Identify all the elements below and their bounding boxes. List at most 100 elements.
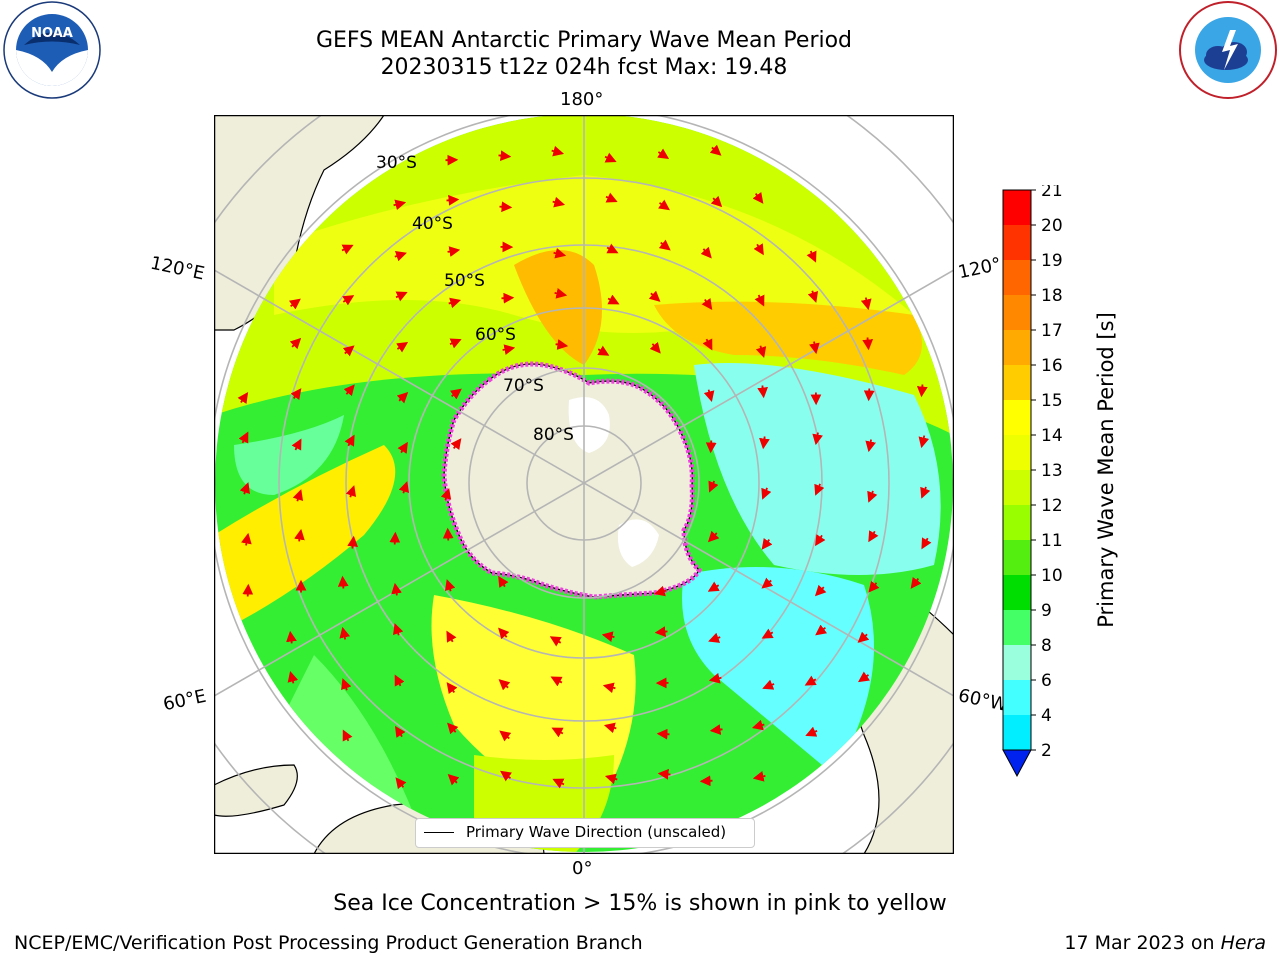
colorbar-segment bbox=[1003, 225, 1031, 261]
footer-credit: NCEP/EMC/Verification Post Processing Pr… bbox=[14, 932, 643, 954]
wave-direction-arrow bbox=[448, 297, 462, 309]
wave-direction-arrow bbox=[339, 626, 351, 640]
colorbar-tick-label: 4 bbox=[1041, 706, 1052, 726]
wave-direction-arrow bbox=[444, 579, 456, 592]
wave-direction-arrow bbox=[709, 724, 723, 735]
svg-text:NOAA: NOAA bbox=[31, 26, 73, 41]
wave-direction-arrow bbox=[603, 722, 617, 734]
wave-direction-arrow bbox=[865, 439, 876, 453]
wave-direction-arrow bbox=[552, 778, 565, 789]
wave-direction-arrow bbox=[658, 199, 670, 211]
wave-direction-arrow bbox=[607, 294, 620, 305]
colorbar-segment bbox=[1003, 400, 1031, 436]
colorbar-tick-label: 9 bbox=[1041, 601, 1052, 621]
wave-direction-arrow bbox=[553, 247, 567, 259]
wave-direction-arrow bbox=[597, 345, 610, 356]
wave-direction-arrow bbox=[653, 585, 667, 597]
colorbar-segment bbox=[1003, 470, 1031, 506]
wave-direction-arrow bbox=[703, 389, 715, 403]
wave-direction-arrow bbox=[654, 626, 668, 637]
colorbar-tick-label: 19 bbox=[1041, 251, 1063, 271]
wave-direction-arrow bbox=[754, 294, 765, 307]
wave-direction-arrow bbox=[868, 530, 879, 543]
wave-direction-arrow bbox=[345, 485, 357, 498]
land-madagascar bbox=[214, 764, 298, 817]
wave-direction-arrow bbox=[449, 338, 462, 349]
wave-direction-arrow bbox=[804, 675, 817, 686]
colorbar-tick-label: 2 bbox=[1041, 741, 1052, 761]
wave-direction-arrow bbox=[709, 144, 722, 156]
lon-label-180: 180° bbox=[560, 89, 604, 110]
wave-direction-arrow bbox=[656, 728, 670, 740]
wave-direction-arrow bbox=[761, 577, 774, 589]
wave-direction-arrow bbox=[550, 676, 563, 687]
wave-direction-arrow bbox=[867, 490, 878, 503]
colorbar-tick-label: 20 bbox=[1041, 216, 1063, 236]
wave-direction-arrow bbox=[395, 725, 406, 738]
wave-direction-arrow bbox=[498, 150, 512, 161]
wave-direction-arrow bbox=[858, 671, 870, 683]
wave-direction-arrow bbox=[500, 770, 512, 782]
wave-direction-arrow bbox=[701, 298, 713, 310]
wave-direction-arrow bbox=[605, 192, 618, 203]
footer-date-text: 17 Mar 2023 on bbox=[1064, 932, 1221, 954]
wave-direction-arrow bbox=[604, 773, 618, 785]
wave-direction-arrow bbox=[649, 341, 661, 354]
colorbar-tick-label: 21 bbox=[1041, 185, 1063, 201]
wave-direction-arrow bbox=[242, 583, 254, 597]
colorbar-segment bbox=[1003, 715, 1031, 751]
wave-direction-arrow bbox=[707, 530, 720, 543]
wave-direction-arrow bbox=[761, 487, 772, 500]
wave-direction-arrow bbox=[499, 730, 512, 742]
wave-direction-arrow bbox=[857, 631, 870, 643]
wave-direction-arrow bbox=[807, 290, 819, 303]
wave-direction-arrow bbox=[761, 628, 774, 639]
wave-direction-arrow bbox=[555, 339, 569, 350]
wave-direction-arrow bbox=[708, 480, 719, 493]
wave-direction-arrow bbox=[812, 432, 823, 446]
wave-direction-arrow bbox=[501, 292, 515, 304]
wave-direction-arrow bbox=[707, 581, 720, 592]
national-weather-service-logo bbox=[1179, 1, 1277, 99]
wave-direction-arrow bbox=[920, 486, 931, 499]
wave-direction-arrow bbox=[814, 483, 825, 496]
wave-direction-arrow bbox=[759, 436, 770, 450]
colorbar-segment bbox=[1003, 575, 1031, 611]
colorbar-segment bbox=[1003, 260, 1031, 296]
wave-direction-arrow bbox=[751, 719, 765, 731]
wave-direction-arrow bbox=[762, 679, 775, 690]
wave-direction-arrow bbox=[499, 201, 513, 213]
svg-text:Primary Wave Mean Period [s]: Primary Wave Mean Period [s] bbox=[1094, 312, 1118, 628]
colorbar-tick-label: 17 bbox=[1041, 321, 1063, 341]
wave-direction-arrow bbox=[815, 624, 828, 636]
colorbar-tick-label: 6 bbox=[1041, 671, 1052, 691]
colorbar-tick-label: 16 bbox=[1041, 356, 1063, 376]
wave-direction-arrow bbox=[606, 243, 619, 254]
wave-direction-arrow bbox=[450, 438, 462, 451]
wave-direction-arrow bbox=[868, 580, 880, 593]
lon-label-60e: 60°E bbox=[161, 685, 208, 716]
wave-direction-arrow bbox=[290, 388, 302, 401]
wave-direction-arrow bbox=[291, 438, 302, 451]
colorbar: 21 20 19 18 17 16 15 14 13 12 11 10 9 8 6 4 2 bbox=[1002, 185, 1063, 778]
antarctic-polar-map: 30°S 40°S 50°S 60°S 70°S 80°S bbox=[214, 115, 954, 854]
colorbar-segment bbox=[1003, 365, 1031, 401]
wave-direction-arrow bbox=[502, 344, 516, 355]
wave-direction-arrow bbox=[753, 243, 764, 256]
colorbar-segment bbox=[1003, 330, 1031, 366]
wave-direction-arrow bbox=[397, 441, 408, 454]
wave-direction-arrow bbox=[554, 288, 568, 299]
sea-ice-fringe bbox=[441, 361, 703, 600]
lat-label-60s: 60°S bbox=[475, 325, 516, 345]
wave-direction-arrow bbox=[921, 537, 932, 550]
map-legend: Primary Wave Direction (unscaled) bbox=[415, 818, 755, 848]
wave-direction-arrow bbox=[699, 775, 713, 787]
wave-direction-arrow bbox=[498, 627, 510, 640]
lat-label-50s: 50°S bbox=[444, 271, 485, 291]
wave-direction-arrow bbox=[396, 391, 409, 404]
wave-direction-arrow bbox=[498, 679, 511, 691]
wave-direction-arrow bbox=[342, 345, 355, 357]
wave-direction-arrow bbox=[394, 674, 405, 687]
lat-label-80s: 80°S bbox=[533, 425, 574, 445]
wave-direction-arrow bbox=[294, 528, 305, 542]
